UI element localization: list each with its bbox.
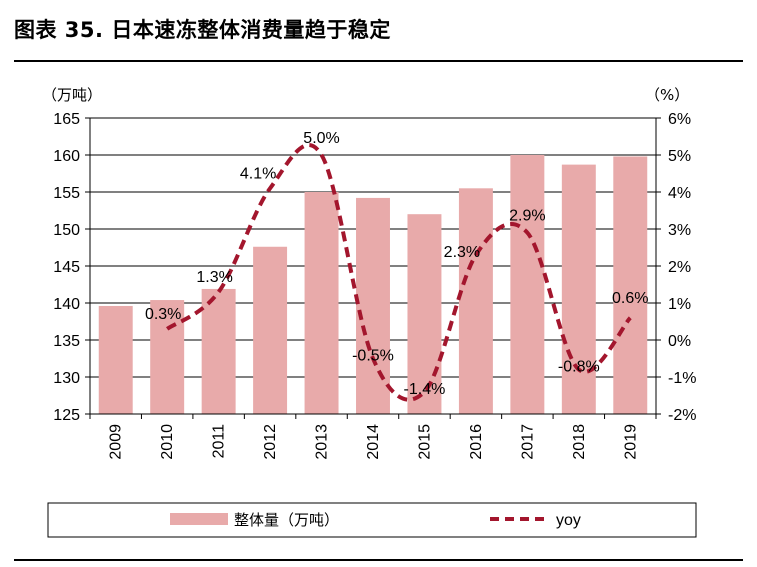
bar xyxy=(407,214,442,414)
left-tick-label: 125 xyxy=(53,407,80,424)
legend-bar-label: 整体量（万吨） xyxy=(234,511,339,529)
bar xyxy=(304,192,339,414)
right-tick-label: 3% xyxy=(668,222,691,239)
bar xyxy=(356,197,390,414)
yoy-data-label: 1.3% xyxy=(196,269,232,286)
yoy-data-label: 0.3% xyxy=(145,306,181,323)
x-tick-label: 2012 xyxy=(262,424,279,460)
left-axis-unit: （万吨） xyxy=(42,86,102,104)
right-tick-label: -2% xyxy=(668,407,696,424)
yoy-data-label: 0.6% xyxy=(612,290,648,307)
bottom-rule xyxy=(14,559,743,561)
bar xyxy=(458,188,493,414)
left-tick-label: 150 xyxy=(53,222,80,239)
right-axis-ticks: -2% -1% 0% 1% 2% 3% 4% 5% 6% xyxy=(656,111,696,424)
bar xyxy=(201,288,236,414)
x-tick-label: 2010 xyxy=(159,424,176,460)
yoy-data-label: -1.4% xyxy=(404,381,446,398)
yoy-data-labels: 0.3% 1.3% 4.1% 5.0% -0.5% -1.4% 2.3% 2.9% -0.8% 0… xyxy=(145,130,649,398)
bar xyxy=(98,305,133,414)
bar-series xyxy=(98,155,648,415)
yoy-line xyxy=(166,143,632,402)
right-axis-unit: （%） xyxy=(645,86,689,104)
right-tick-label: 0% xyxy=(668,333,691,350)
right-tick-label: 4% xyxy=(668,185,691,202)
right-tick-label: 6% xyxy=(668,111,691,128)
bar xyxy=(510,155,545,414)
yoy-data-label: -0.5% xyxy=(352,348,394,365)
right-tick-label: 5% xyxy=(668,148,691,165)
x-tick-label: 2016 xyxy=(468,424,485,460)
left-tick-label: 160 xyxy=(53,148,80,165)
x-axis-ticks: 2009 2010 2011 2012 2013 2014 2015 2016 2017 2018… xyxy=(89,414,657,460)
left-tick-label: 135 xyxy=(53,333,80,350)
x-tick-label: 2018 xyxy=(571,424,588,460)
left-axis-ticks: 125 130 135 140 145 150 155 160 165 xyxy=(53,111,90,424)
yoy-data-label: 2.3% xyxy=(444,244,480,261)
title-rule xyxy=(14,60,743,62)
right-tick-label: 2% xyxy=(668,259,691,276)
x-tick-label: 2014 xyxy=(365,424,382,460)
x-tick-label: 2009 xyxy=(108,424,125,460)
yoy-line-series xyxy=(166,143,632,402)
gridlines xyxy=(90,117,656,378)
chart-title: 图表 35. 日本速冻整体消费量趋于稳定 xyxy=(14,18,391,42)
left-tick-label: 130 xyxy=(53,370,80,387)
bar xyxy=(561,164,596,414)
left-tick-label: 165 xyxy=(53,111,80,128)
x-tick-label: 2011 xyxy=(211,424,228,459)
x-tick-label: 2019 xyxy=(622,424,639,460)
legend-line-label: yoy xyxy=(556,512,581,529)
left-tick-label: 140 xyxy=(53,296,80,313)
x-tick-label: 2017 xyxy=(519,424,536,460)
bar xyxy=(150,300,185,414)
right-tick-label: 1% xyxy=(668,296,691,313)
right-tick-label: -1% xyxy=(668,370,696,387)
legend-box xyxy=(47,502,697,538)
yoy-data-label: -0.8% xyxy=(558,359,600,376)
x-tick-label: 2015 xyxy=(416,424,433,460)
yoy-data-label: 4.1% xyxy=(240,165,276,182)
x-tick-label: 2013 xyxy=(314,424,331,460)
bar xyxy=(613,156,648,415)
yoy-data-label: 2.9% xyxy=(509,208,545,225)
legend-bar-swatch xyxy=(170,513,228,525)
left-tick-label: 145 xyxy=(53,259,80,276)
left-tick-label: 155 xyxy=(53,185,80,202)
bar xyxy=(253,246,288,414)
yoy-data-label: 5.0% xyxy=(303,130,339,147)
